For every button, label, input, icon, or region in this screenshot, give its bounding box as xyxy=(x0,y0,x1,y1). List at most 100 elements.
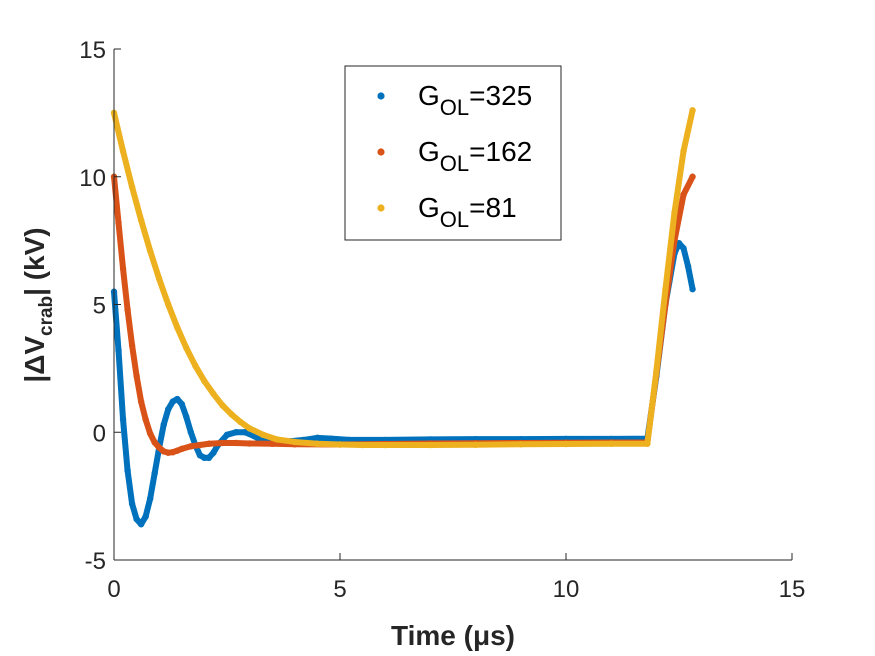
data-point xyxy=(124,467,131,474)
data-point xyxy=(653,367,660,375)
data-point xyxy=(232,429,240,436)
data-point xyxy=(119,416,127,423)
data-point xyxy=(137,521,145,528)
data-point xyxy=(178,445,185,453)
data-point xyxy=(210,390,217,398)
data-point xyxy=(137,216,145,224)
data-point xyxy=(187,443,195,450)
series-layer xyxy=(110,107,696,528)
data-point xyxy=(237,418,244,426)
data-point xyxy=(183,413,190,421)
data-point xyxy=(680,191,687,198)
data-point xyxy=(382,441,389,449)
data-point xyxy=(128,500,136,507)
data-point xyxy=(232,439,240,447)
data-point xyxy=(178,400,185,408)
y-tick-label: 5 xyxy=(93,293,106,320)
data-point xyxy=(241,429,249,436)
data-point xyxy=(327,435,335,442)
y-axis-title: |ΔVcrab| (kV) xyxy=(19,227,57,382)
data-point xyxy=(165,301,172,308)
data-point xyxy=(151,469,158,477)
data-point xyxy=(156,275,163,283)
series-2 xyxy=(110,107,696,449)
data-point xyxy=(192,362,199,370)
data-point xyxy=(680,245,687,252)
data-point xyxy=(246,440,253,447)
x-axis-title: Time (μs) xyxy=(391,620,515,651)
data-point xyxy=(671,209,678,216)
data-point xyxy=(128,342,136,349)
data-point xyxy=(196,441,204,449)
data-point xyxy=(246,425,253,432)
data-point xyxy=(142,513,149,520)
data-point xyxy=(680,148,687,155)
data-point xyxy=(146,430,154,437)
data-point xyxy=(133,515,140,523)
y-tick-label: 10 xyxy=(79,165,106,192)
data-point xyxy=(427,441,434,449)
data-point xyxy=(684,262,692,270)
data-point xyxy=(137,398,145,405)
legend-label: GOL=162 xyxy=(418,136,532,176)
data-point xyxy=(228,411,235,418)
data-point xyxy=(156,444,163,451)
data-point xyxy=(644,440,651,447)
y-tick-label: 15 xyxy=(79,37,106,64)
data-point xyxy=(562,440,570,448)
data-point xyxy=(201,454,208,461)
data-point xyxy=(119,148,127,155)
data-point xyxy=(133,372,140,380)
data-point xyxy=(142,416,149,423)
data-point xyxy=(174,395,181,403)
y-tick-label: -5 xyxy=(85,548,106,575)
x-tick-label: 10 xyxy=(553,576,580,603)
data-point xyxy=(187,429,195,436)
data-point xyxy=(291,438,298,446)
data-point xyxy=(259,431,267,439)
data-point xyxy=(689,107,696,114)
data-point xyxy=(124,306,131,313)
data-point xyxy=(269,440,276,447)
legend: GOL=325 GOL=162 GOL=81 xyxy=(344,65,562,241)
data-point xyxy=(210,449,217,456)
data-point xyxy=(223,431,231,439)
legend-marker xyxy=(377,204,385,212)
y-tick-label: 0 xyxy=(93,420,106,447)
data-point xyxy=(472,441,479,448)
data-point xyxy=(146,495,154,502)
data-point xyxy=(151,439,158,446)
data-point xyxy=(219,402,226,409)
data-point xyxy=(662,285,669,293)
data-point xyxy=(174,324,181,331)
data-point xyxy=(273,436,280,443)
data-point xyxy=(128,183,136,191)
data-point xyxy=(314,434,321,442)
x-tick-label: 15 xyxy=(779,576,806,603)
x-tick-label: 0 xyxy=(107,576,120,603)
x-tick-label: 5 xyxy=(333,576,346,603)
data-point xyxy=(205,440,213,447)
data-point xyxy=(165,406,172,413)
data-point xyxy=(205,454,213,461)
data-point xyxy=(336,441,344,448)
data-point xyxy=(119,265,127,272)
legend-marker xyxy=(377,148,385,156)
data-point xyxy=(689,285,696,293)
data-point xyxy=(183,344,190,352)
data-point xyxy=(689,173,696,180)
legend-label: GOL=81 xyxy=(418,192,517,232)
data-point xyxy=(314,440,321,447)
legend-marker xyxy=(377,92,385,100)
data-point xyxy=(160,421,167,428)
data-point xyxy=(608,440,615,447)
data-point xyxy=(359,441,366,449)
data-point xyxy=(115,219,122,226)
legend-label: GOL=325 xyxy=(418,80,532,120)
data-point xyxy=(219,439,226,447)
data-point xyxy=(517,441,524,448)
series-line xyxy=(111,107,696,449)
data-point xyxy=(146,247,154,255)
